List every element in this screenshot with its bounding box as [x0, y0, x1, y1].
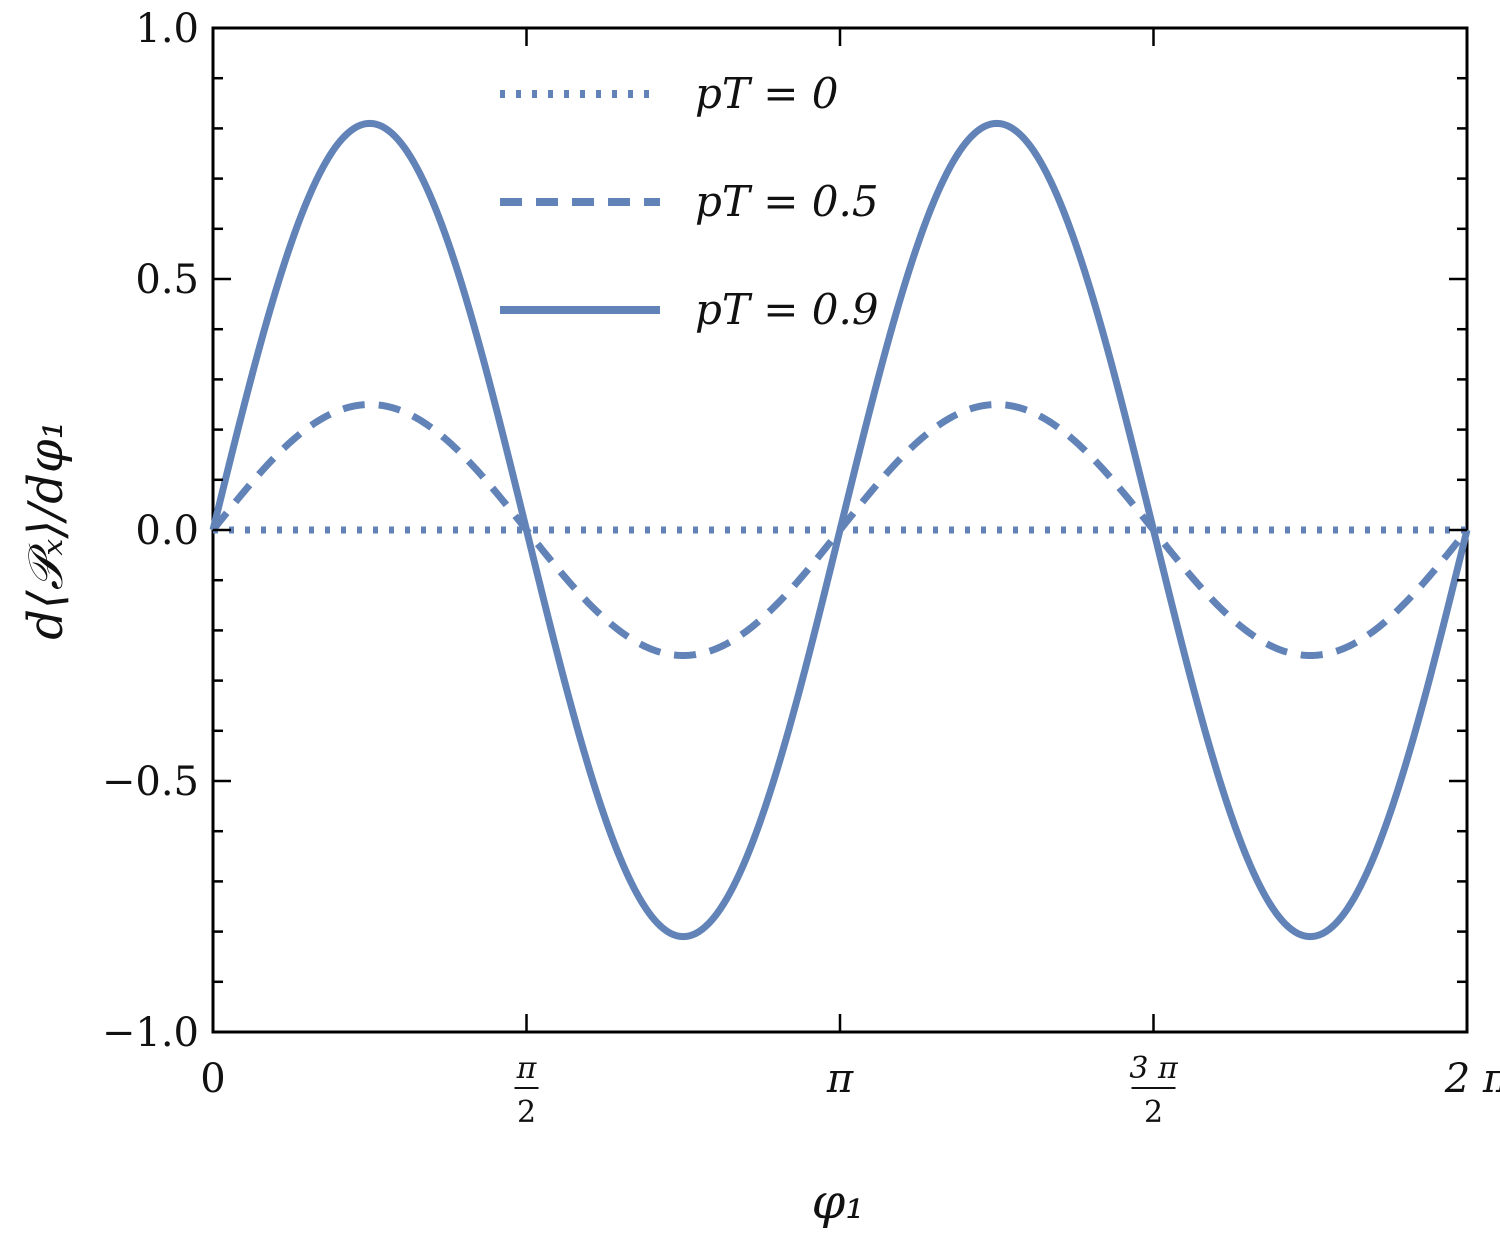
x-tick-label: π: [826, 1056, 854, 1102]
x-tick-label: 0: [200, 1056, 225, 1102]
x-tick-fraction: 3 π2: [1129, 1051, 1179, 1130]
legend-label: pT = 0: [695, 69, 839, 118]
x-tick-numerator: 3 π: [1129, 1051, 1179, 1086]
y-axis-label: d⟨𝒫ₓ⟩/dφ₁: [18, 420, 74, 640]
legend-label: pT = 0.9: [695, 285, 879, 334]
y-tick-label: −1.0: [102, 1010, 199, 1056]
y-tick-label: 1.0: [135, 6, 199, 52]
legend: pT = 0 pT = 0.5 pT = 0.9: [500, 69, 879, 334]
series-line-solid: [209, 119, 1471, 941]
x-axis-label: φ₁: [812, 1174, 865, 1230]
series-layer: [209, 119, 1471, 941]
legend-label: pT = 0.5: [695, 177, 879, 226]
y-tick-label: 0.0: [135, 508, 199, 554]
y-tick-label: 0.5: [135, 257, 199, 303]
x-tick-label: 2 π: [1444, 1056, 1500, 1102]
x-tick-denominator: 2: [1144, 1095, 1163, 1130]
y-tick-label: −0.5: [102, 759, 199, 805]
x-tick-fraction: π2: [514, 1051, 539, 1130]
x-tick-denominator: 2: [517, 1095, 536, 1130]
x-tick-numerator: π: [516, 1051, 538, 1086]
